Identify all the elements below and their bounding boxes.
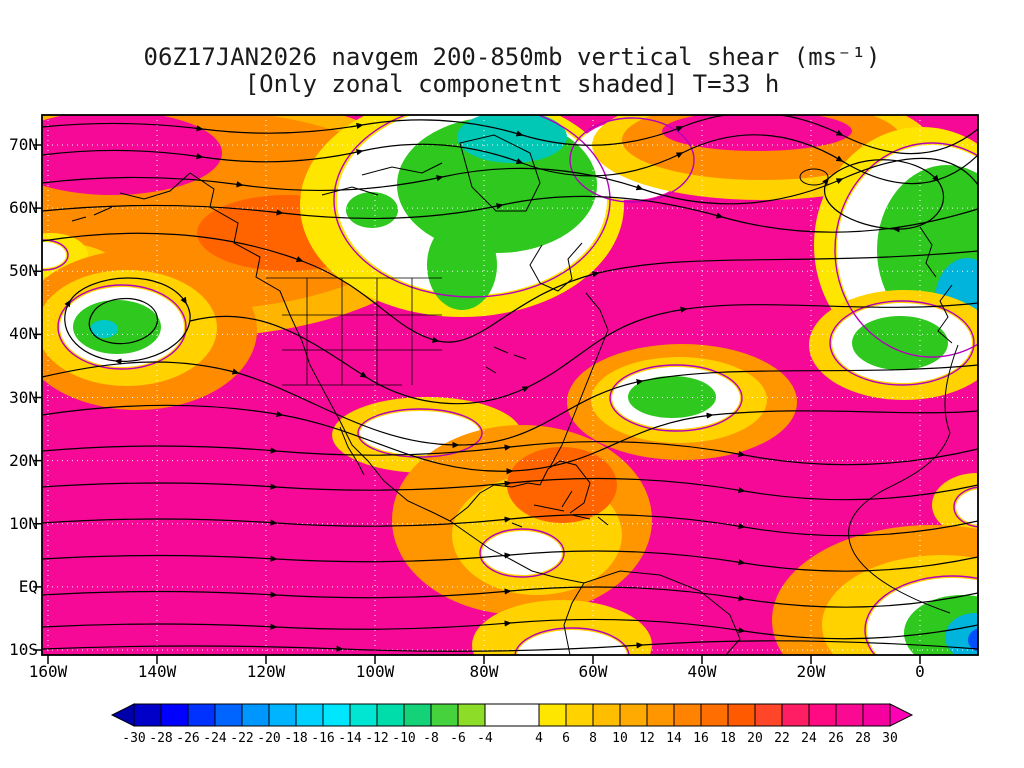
colorbar-tick-label: -4 — [477, 731, 493, 746]
lat-axis-label: 40N — [9, 324, 38, 344]
colorbar-tick-label: 20 — [747, 731, 763, 746]
colorbar-svg: -30 -28 -26 -24 -22 -20 -18 -16 -14 -12 -10 -8 -6 -4 4… — [110, 703, 914, 746]
colorbar-tick-label: -26 — [176, 731, 199, 746]
lon-axis-label: 0 — [915, 662, 925, 681]
lat-axis-label: 30N — [9, 387, 38, 407]
colorbar-tick-label: -8 — [423, 731, 439, 746]
colorbar-cell — [214, 703, 243, 727]
colorbar-tick-label: -6 — [450, 731, 466, 746]
colorbar-tick-label: -14 — [338, 731, 362, 746]
chart-title-line2: [Only zonal componetnt shaded] T=33 h — [244, 70, 780, 98]
colorbar-tick-label: -18 — [284, 731, 307, 746]
colorbar-cell — [565, 703, 594, 727]
colorbar-cell — [241, 703, 270, 727]
colorbar-cell — [295, 703, 324, 727]
colorbar-tick-label: 14 — [666, 731, 682, 746]
colorbar-cell — [754, 703, 783, 727]
colorbar-cell — [781, 703, 810, 727]
colorbar-cell — [592, 703, 621, 727]
colorbar-tick-label: 10 — [612, 731, 628, 746]
colorbar-cell — [538, 703, 567, 727]
map-border — [41, 114, 979, 656]
colorbar-cell — [187, 703, 216, 727]
colorbar-tick-label: 4 — [535, 731, 543, 746]
colorbar-tick-label: -24 — [203, 731, 227, 746]
lat-axis-label: 10N — [9, 513, 38, 533]
colorbar-tick-label: -22 — [230, 731, 253, 746]
streamline-layer — [42, 115, 978, 652]
colorbar-tick-label: -20 — [257, 731, 280, 746]
colorbar-cell — [457, 703, 486, 727]
lon-axis-label: 140W — [137, 662, 177, 681]
colorbar-cell — [160, 703, 189, 727]
colorbar-tick-label: 22 — [774, 731, 790, 746]
colorbar-cell — [430, 703, 459, 727]
colorbar-tick-label: 16 — [693, 731, 709, 746]
colorbar-cell — [403, 703, 432, 727]
plot-area: 70N 60N 50N 40N 30N 20N 10N EQ 10S 160W 140W 120W 10… — [9, 114, 979, 681]
lat-axis-label: 10S — [9, 640, 38, 659]
lat-axis-label: 20N — [9, 450, 38, 470]
lat-axis-label: 70N — [9, 135, 38, 154]
lon-axis-label: 100W — [355, 662, 395, 681]
lon-axis-label: 40W — [687, 662, 717, 681]
colorbar-cell — [646, 703, 675, 727]
colorbar-tick-label: 12 — [639, 731, 655, 746]
colorbar-cell — [349, 703, 378, 727]
lon-axis-label: 120W — [246, 662, 286, 681]
colorbar-cell — [322, 703, 351, 727]
lon-axis-label: 60W — [578, 662, 608, 681]
colorbar-tick-label: -12 — [365, 731, 388, 746]
colorbar-tick-label: 30 — [882, 731, 898, 746]
lon-axis-label: 80W — [469, 662, 499, 681]
axis-tick-layer — [33, 144, 921, 664]
colorbar-cell — [484, 703, 540, 727]
colorbar-cell — [808, 703, 837, 727]
lon-axis-label: 20W — [796, 662, 826, 681]
colorbar-cell — [673, 703, 702, 727]
colorbar-cell — [835, 703, 864, 727]
lon-axis-label: 160W — [28, 662, 68, 681]
colorbar-cell — [133, 703, 162, 727]
colorbar-tick-label: 8 — [589, 731, 597, 746]
colorbar-tick-label: 18 — [720, 731, 736, 746]
lat-axis-label: EQ — [18, 576, 38, 596]
colorbar-tick-label: -28 — [149, 731, 172, 746]
lat-axis-label: 60N — [9, 198, 38, 218]
chart-title-block: 06Z17JAN2026 navgem 200-850mb vertical s… — [0, 44, 1024, 98]
colorbar-tick-label: -30 — [122, 731, 145, 746]
colorbar-cell — [727, 703, 756, 727]
colorbar-tick-label: 28 — [855, 731, 871, 746]
chart-title-line1: 06Z17JAN2026 navgem 200-850mb vertical s… — [143, 43, 881, 71]
colorbar-cell — [700, 703, 729, 727]
colorbar-tick-label: 24 — [801, 731, 817, 746]
colorbar-tick-label: -16 — [311, 731, 334, 746]
lat-axis-label: 50N — [9, 261, 38, 281]
colorbar: -30 -28 -26 -24 -22 -20 -18 -16 -14 -12 -10 -8 -6 -4 4… — [110, 703, 914, 752]
map-canvas — [33, 114, 979, 664]
colorbar-cell — [862, 703, 891, 727]
colorbar-tick-label: 26 — [828, 731, 844, 746]
colorbar-cell — [268, 703, 297, 727]
colorbar-cell — [376, 703, 405, 727]
colorbar-right-arrow — [889, 703, 914, 727]
colorbar-left-arrow — [110, 703, 135, 727]
colorbar-cell — [619, 703, 648, 727]
colorbar-tick-label: -10 — [392, 731, 415, 746]
colorbar-tick-label: 6 — [562, 731, 570, 746]
